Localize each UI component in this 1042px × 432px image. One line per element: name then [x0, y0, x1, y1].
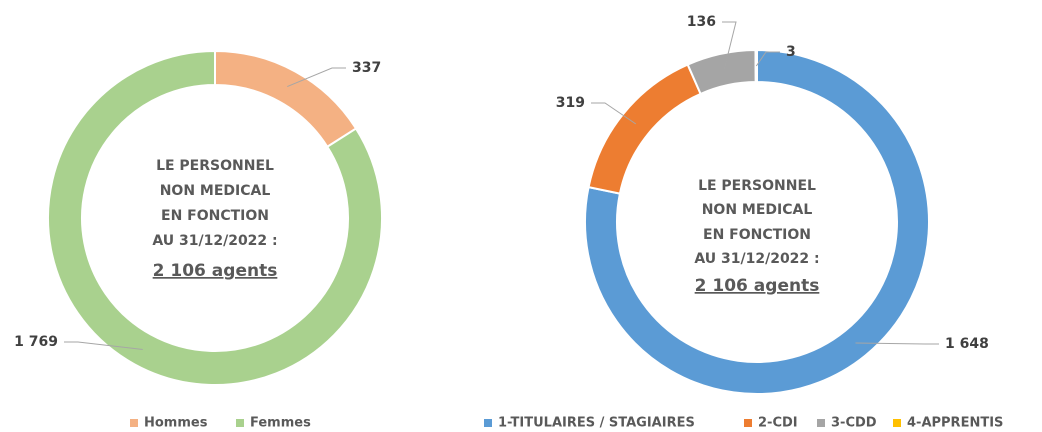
leader-line	[287, 67, 346, 88]
center-text: AU 31/12/2022 :	[694, 251, 819, 267]
value-label: 3	[786, 44, 796, 60]
center-text: EN FONCTION	[703, 227, 811, 243]
center-text: NON MEDICAL	[160, 183, 271, 199]
leader-line	[64, 341, 143, 350]
legend-swatch	[893, 419, 901, 427]
donut-segment	[47, 49, 383, 386]
legend-label: Hommes	[144, 416, 208, 431]
legend-label: Femmes	[250, 416, 311, 431]
center-total: 2 106 agents	[153, 261, 278, 281]
value-label: 1 769	[14, 334, 58, 350]
value-label: 1 648	[945, 336, 989, 352]
center-text: LE PERSONNEL	[156, 158, 274, 174]
center-text: EN FONCTION	[161, 208, 269, 224]
legend-swatch	[130, 419, 138, 427]
legend-swatch	[744, 419, 752, 427]
donut-segment	[587, 63, 702, 195]
legend-swatch	[236, 419, 244, 427]
leader-line	[755, 51, 780, 67]
legend-label: 2-CDI	[758, 416, 798, 431]
donut-segment	[214, 49, 358, 149]
value-label: 319	[556, 95, 585, 111]
legend-label: 3-CDD	[831, 416, 877, 431]
leader-line	[591, 102, 637, 125]
donut-segment	[754, 48, 758, 84]
leader-line	[722, 21, 737, 70]
center-text: NON MEDICAL	[702, 202, 813, 218]
value-label: 136	[687, 14, 716, 30]
leader-line	[855, 342, 939, 345]
center-text: LE PERSONNEL	[698, 178, 816, 194]
legend-label: 1-TITULAIRES / STAGIAIRES	[498, 416, 695, 431]
center-text: AU 31/12/2022 :	[152, 233, 277, 249]
donut-segment	[686, 48, 757, 96]
value-label: 337	[352, 60, 381, 76]
donut-segment	[584, 48, 930, 395]
legend-swatch	[484, 419, 492, 427]
legend-swatch	[817, 419, 825, 427]
legend-label: 4-APPRENTIS	[907, 416, 1003, 431]
center-total: 2 106 agents	[695, 276, 820, 296]
